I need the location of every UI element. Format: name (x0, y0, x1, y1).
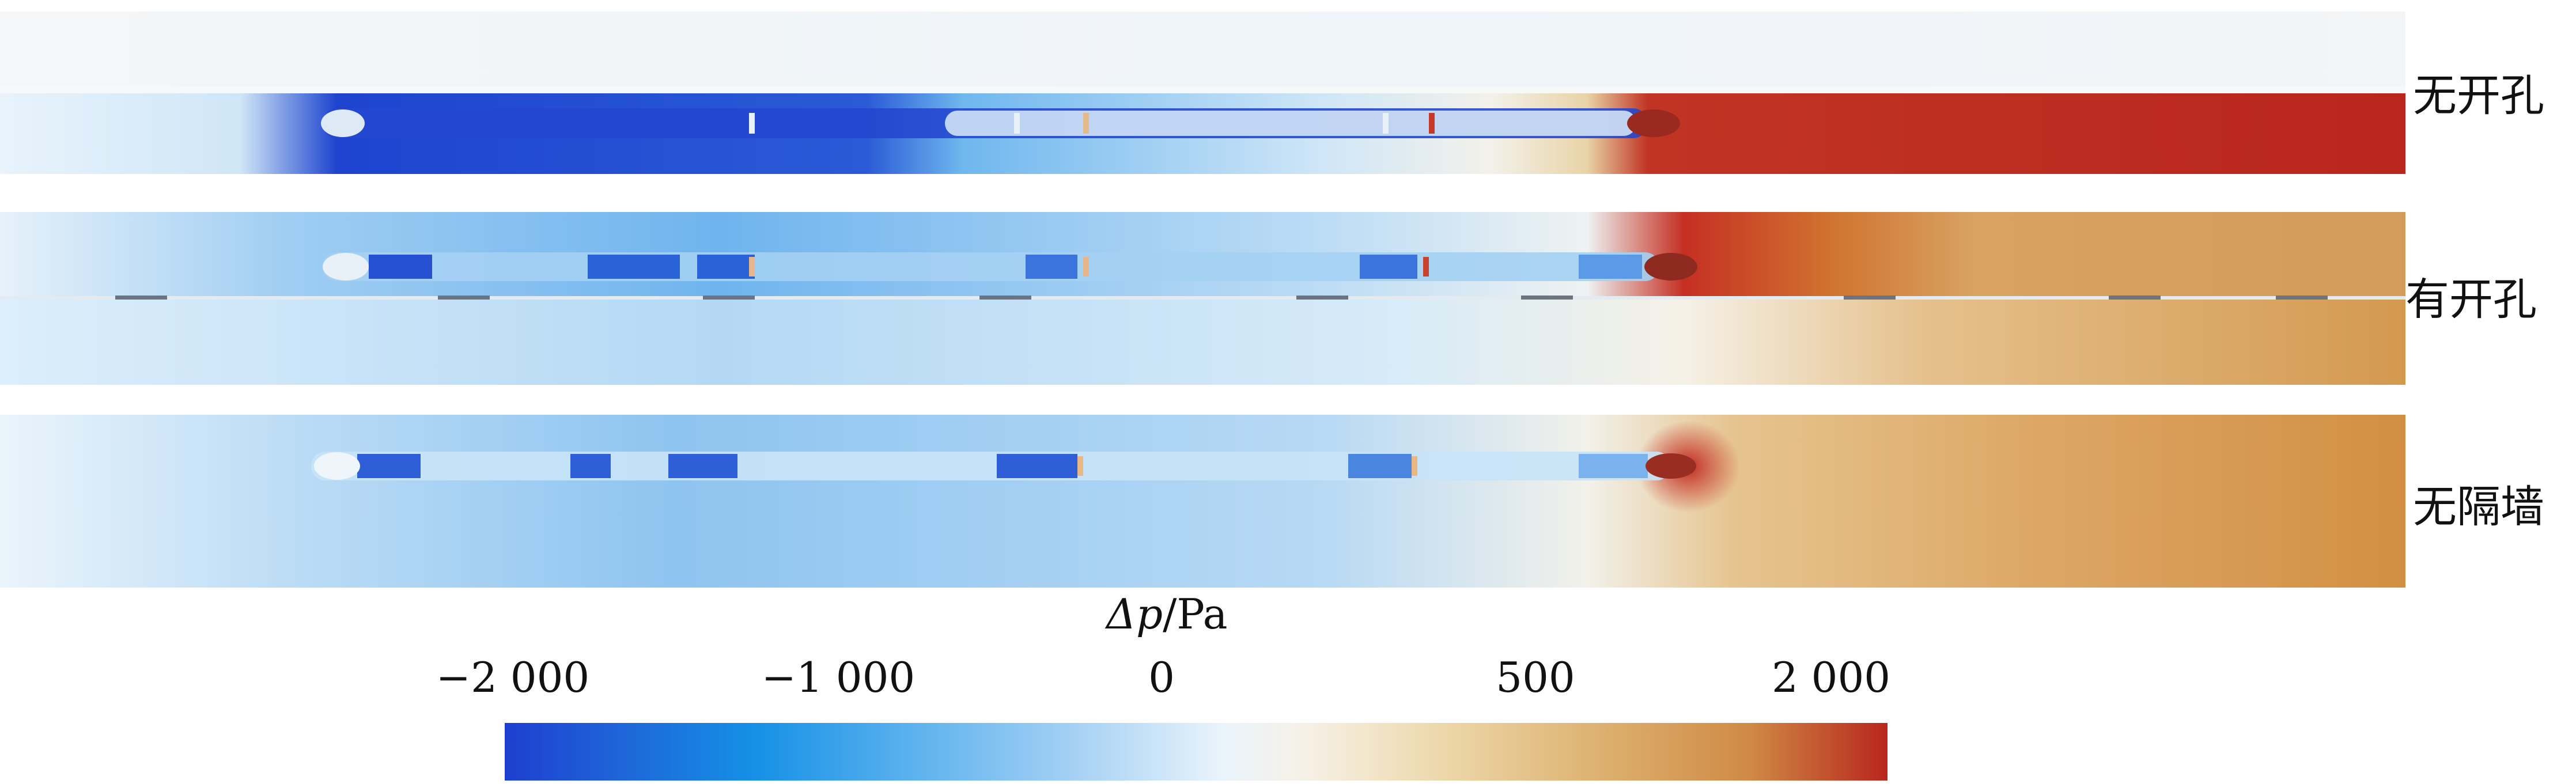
pressure-contour-no-partition (0, 415, 2405, 588)
colorbar-tick-label: −1 000 (761, 653, 916, 702)
colorbar-tick-label: 2 000 (1771, 653, 1891, 702)
colorbar-tick-label: −2 000 (436, 653, 590, 702)
colorbar-title-unit: /Pa (1163, 590, 1228, 638)
case-label-with-opening: 有开孔 (2405, 274, 2537, 325)
case-label-no-opening: 无开孔 (2413, 70, 2544, 121)
pressure-contour-no-opening (0, 12, 2405, 174)
contour-panel-with-opening (0, 212, 2405, 385)
contour-panel-no-partition (0, 415, 2405, 588)
colorbar-tick-label: 500 (1496, 653, 1575, 702)
case-label-no-partition: 无隔墙 (2413, 481, 2544, 532)
contour-panel-no-opening (0, 12, 2405, 174)
colorbar-tick-label: 0 (1148, 653, 1175, 702)
colorbar-title-symbol: Δp (1106, 590, 1163, 638)
pressure-contour-with-opening (0, 212, 2405, 385)
pressure-colorbar (505, 723, 1887, 781)
colorbar-title: Δp/Pa (1106, 593, 1228, 635)
